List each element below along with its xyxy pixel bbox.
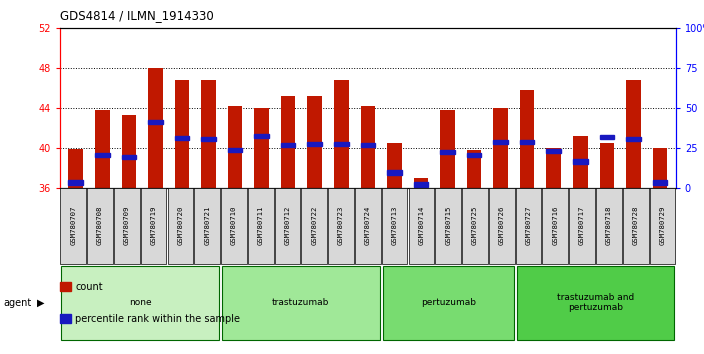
Text: GSM780722: GSM780722 <box>311 206 318 245</box>
Text: GSM780724: GSM780724 <box>365 206 371 245</box>
Bar <box>228 148 242 152</box>
Bar <box>653 148 667 188</box>
Bar <box>387 143 402 188</box>
Text: GSM780718: GSM780718 <box>606 206 612 245</box>
Text: GSM780727: GSM780727 <box>525 206 532 245</box>
Bar <box>387 170 402 175</box>
Bar <box>467 150 482 188</box>
Bar <box>440 149 455 154</box>
Text: GSM780729: GSM780729 <box>660 206 665 245</box>
Bar <box>626 80 641 188</box>
Bar <box>175 80 189 188</box>
Bar <box>122 154 136 159</box>
Bar <box>494 139 508 144</box>
Bar <box>414 182 428 187</box>
Bar <box>360 143 375 147</box>
Text: GSM780719: GSM780719 <box>151 206 156 245</box>
Text: GSM780713: GSM780713 <box>391 206 398 245</box>
Bar <box>467 153 482 157</box>
Bar <box>653 181 667 185</box>
Text: GSM780714: GSM780714 <box>418 206 425 245</box>
Bar <box>414 178 428 188</box>
Text: GSM780720: GSM780720 <box>177 206 183 245</box>
Bar <box>308 96 322 188</box>
Text: count: count <box>75 282 103 292</box>
Text: ▶: ▶ <box>37 298 44 308</box>
Bar <box>600 143 614 188</box>
Bar <box>546 149 561 153</box>
Text: GSM780725: GSM780725 <box>472 206 478 245</box>
Bar <box>175 136 189 140</box>
Bar <box>201 80 216 188</box>
Text: GDS4814 / ILMN_1914330: GDS4814 / ILMN_1914330 <box>60 9 213 22</box>
Bar <box>281 143 296 147</box>
Bar <box>254 133 269 138</box>
Bar <box>573 160 588 164</box>
Text: pertuzumab: pertuzumab <box>421 298 476 307</box>
Bar <box>334 142 348 146</box>
Bar <box>95 153 110 157</box>
Bar <box>68 149 83 188</box>
Bar <box>626 137 641 141</box>
Bar <box>201 137 216 141</box>
Bar <box>308 142 322 146</box>
Text: percentile rank within the sample: percentile rank within the sample <box>75 314 240 324</box>
Bar <box>68 181 83 185</box>
Bar <box>520 90 534 188</box>
Bar <box>494 108 508 188</box>
Bar <box>520 139 534 144</box>
Bar <box>573 136 588 188</box>
Text: GSM780726: GSM780726 <box>498 206 505 245</box>
Bar <box>546 148 561 188</box>
Text: trastuzumab: trastuzumab <box>272 298 329 307</box>
Text: GSM780709: GSM780709 <box>124 206 130 245</box>
Bar <box>228 106 242 188</box>
Text: GSM780715: GSM780715 <box>445 206 451 245</box>
Bar <box>122 115 136 188</box>
Bar <box>281 96 296 188</box>
Text: GSM780717: GSM780717 <box>579 206 585 245</box>
Text: none: none <box>129 298 151 307</box>
Bar <box>254 108 269 188</box>
Text: GSM780723: GSM780723 <box>338 206 344 245</box>
Text: GSM780710: GSM780710 <box>231 206 237 245</box>
Bar <box>360 106 375 188</box>
Text: GSM780707: GSM780707 <box>70 206 76 245</box>
Bar <box>600 135 614 139</box>
Text: GSM780728: GSM780728 <box>633 206 639 245</box>
Text: agent: agent <box>4 298 32 308</box>
Text: GSM780716: GSM780716 <box>553 206 558 245</box>
Bar <box>95 110 110 188</box>
Text: GSM780721: GSM780721 <box>204 206 210 245</box>
Bar <box>148 68 163 188</box>
Text: GSM780711: GSM780711 <box>258 206 264 245</box>
Bar <box>148 120 163 124</box>
Text: GSM780708: GSM780708 <box>97 206 103 245</box>
Text: trastuzumab and
pertuzumab: trastuzumab and pertuzumab <box>557 293 634 312</box>
Bar <box>334 80 348 188</box>
Bar <box>440 110 455 188</box>
Text: GSM780712: GSM780712 <box>284 206 291 245</box>
